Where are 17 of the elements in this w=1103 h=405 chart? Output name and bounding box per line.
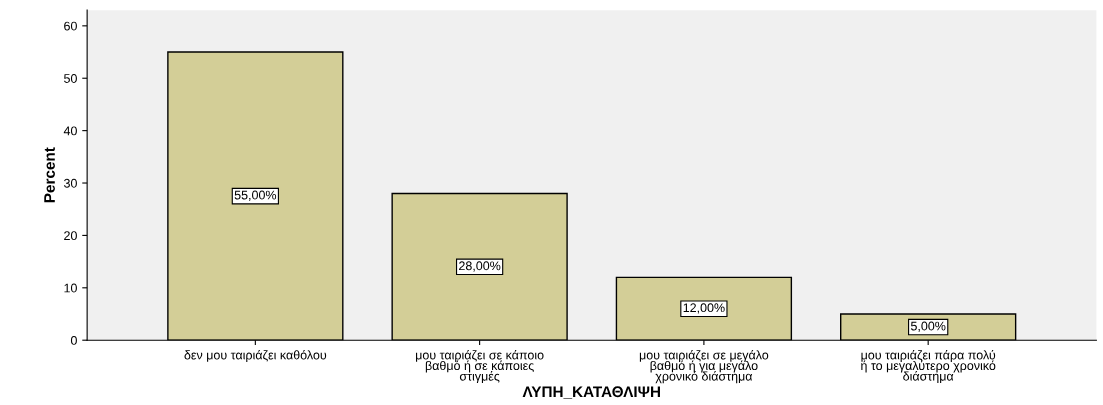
data-label: 55,00% [234, 190, 277, 201]
y-tick-label: 20 [64, 231, 77, 241]
data-label: 5,00% [910, 321, 946, 332]
data-label: 12,00% [683, 303, 725, 314]
y-tick-label: 60 [64, 21, 77, 31]
y-tick-label: 40 [63, 126, 77, 136]
x-tick-label: μου ταιριάζει σε μεγάλο βαθμό ή για μεγάλο χρονικό διάστημα [639, 349, 769, 384]
y-tick-label: 0 [70, 336, 77, 345]
y-tick-label: 30 [63, 178, 77, 188]
y-axis-title: Percent [44, 147, 55, 203]
x-tick-label: μου ταιριάζει σε κάποιο βαθμό ή σε κάποιες στιγμές [416, 349, 544, 384]
x-axis-title: ΛΥΠΗ_ΚΑΤΑΘΛΙΨΗ [522, 386, 660, 399]
data-label: 28,00% [459, 261, 501, 272]
y-tick-label: 50 [64, 74, 77, 83]
x-tick-label: δεν μου ταιριάζει καθόλου [184, 349, 327, 362]
x-tick-label: μου ταιριάζει πάρα πολύ ή το μεγαλύτερο χρονικό διάστημα [861, 349, 996, 384]
y-tick-label: 10 [64, 283, 77, 293]
